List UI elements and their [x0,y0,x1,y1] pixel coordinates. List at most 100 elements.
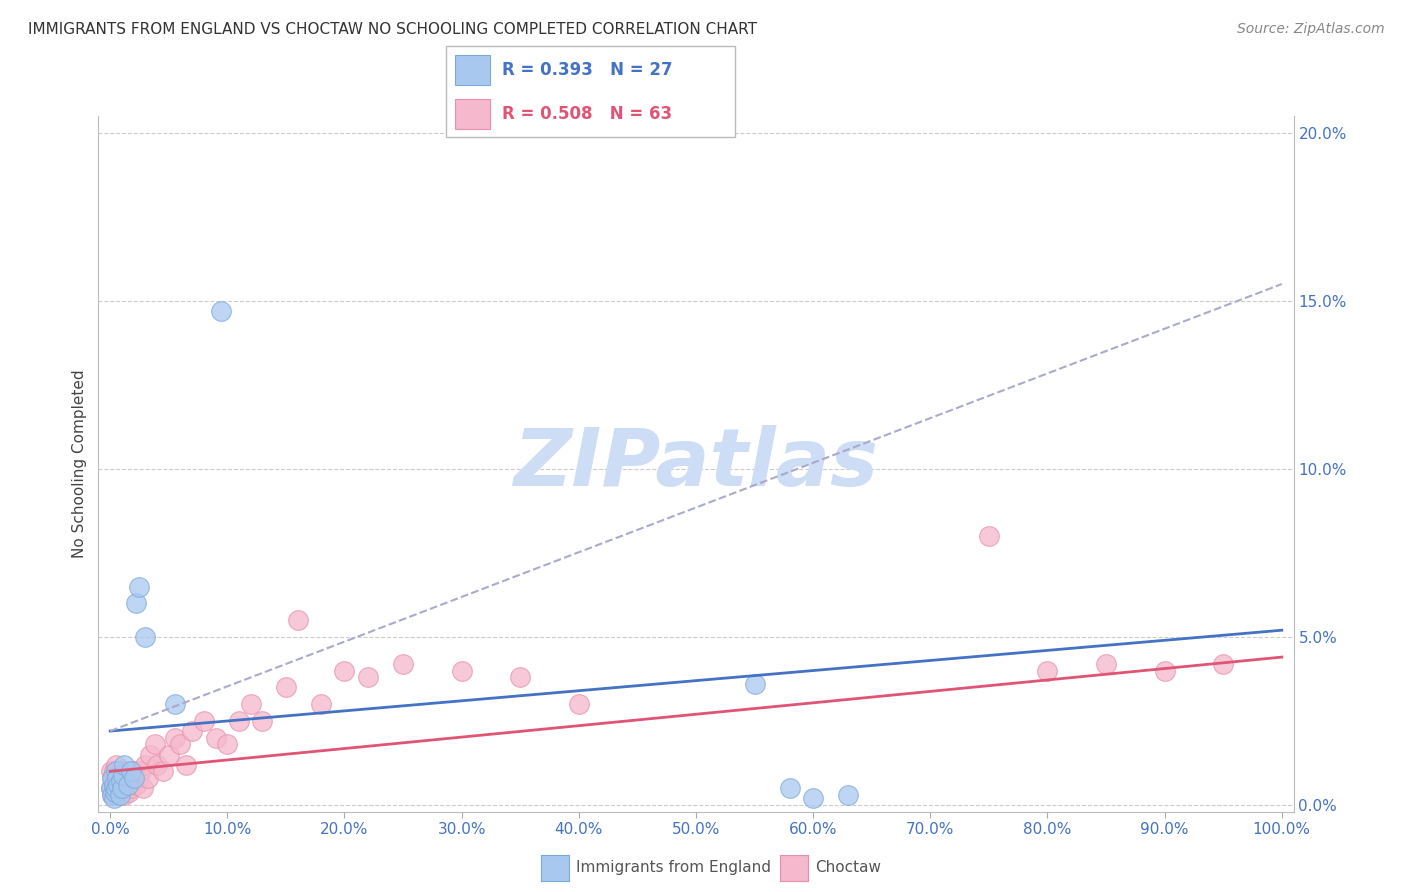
Point [309,697,332,711]
Point [1212,657,1234,671]
Point [211,304,233,318]
Point [174,757,197,772]
Point [111,781,134,796]
Point [129,764,152,779]
Point [101,771,124,785]
Text: R = 0.508   N = 63: R = 0.508 N = 63 [502,105,672,123]
Point [509,670,531,684]
Point [118,784,141,798]
Point [100,781,122,796]
Text: R = 0.393   N = 27: R = 0.393 N = 27 [502,61,672,78]
Point [1036,664,1059,678]
Point [139,747,162,762]
Point [128,580,150,594]
Point [122,771,145,785]
Point [136,771,159,785]
Point [110,771,132,785]
Point [101,788,124,802]
Y-axis label: No Schooling Completed: No Schooling Completed [72,369,87,558]
Point [228,714,250,728]
Point [120,774,141,789]
Point [111,781,134,796]
Point [112,774,135,789]
Point [112,757,135,772]
Point [450,664,472,678]
Point [1095,657,1118,671]
Text: Immigrants from England: Immigrants from England [576,861,772,875]
Point [274,681,297,695]
Point [801,791,824,805]
Point [108,778,131,792]
Point [108,788,131,802]
Point [105,788,128,802]
Point [105,774,128,789]
Point [181,724,204,739]
Point [107,778,129,792]
Point [101,788,124,802]
FancyBboxPatch shape [454,99,491,129]
Point [114,764,136,779]
Point [392,657,415,671]
Point [104,784,127,798]
Point [104,771,127,785]
Point [125,596,148,610]
Point [107,768,129,782]
Point [193,714,215,728]
Point [217,738,239,752]
FancyBboxPatch shape [446,45,735,137]
Point [837,788,859,802]
Point [143,738,166,752]
Point [105,764,128,779]
Point [169,738,191,752]
Point [127,771,149,785]
Point [112,788,135,802]
Point [104,784,127,798]
Point [287,613,309,627]
Text: IMMIGRANTS FROM ENGLAND VS CHOCTAW NO SCHOOLING COMPLETED CORRELATION CHART: IMMIGRANTS FROM ENGLAND VS CHOCTAW NO SC… [28,22,756,37]
Point [779,781,801,796]
Point [103,791,125,805]
Point [744,677,766,691]
Point [105,781,128,796]
Point [105,771,128,785]
Point [115,778,138,792]
Point [122,764,145,779]
Point [101,771,124,785]
Point [117,778,139,792]
Text: Source: ZipAtlas.com: Source: ZipAtlas.com [1237,22,1385,37]
Point [157,747,180,762]
Point [357,670,380,684]
Point [146,757,169,772]
FancyBboxPatch shape [454,55,491,85]
Point [100,781,122,796]
Point [121,768,143,782]
Point [105,757,128,772]
Point [1153,664,1175,678]
Text: ZIPatlas: ZIPatlas [513,425,879,503]
Point [107,784,129,798]
Point [204,731,226,745]
Point [152,764,174,779]
Point [163,731,186,745]
Point [108,764,131,779]
Point [163,697,186,711]
Point [333,664,356,678]
Point [105,781,128,796]
Point [125,778,148,792]
Text: Choctaw: Choctaw [815,861,882,875]
Point [132,781,155,796]
Point [568,697,591,711]
Point [120,781,142,796]
Point [120,764,142,779]
Point [103,764,125,779]
Point [239,697,262,711]
Point [100,764,122,779]
Point [110,774,132,789]
Point [134,630,156,644]
Point [103,778,125,792]
Point [117,771,139,785]
Point [134,757,156,772]
Point [103,778,125,792]
Point [112,768,135,782]
Point [252,714,274,728]
